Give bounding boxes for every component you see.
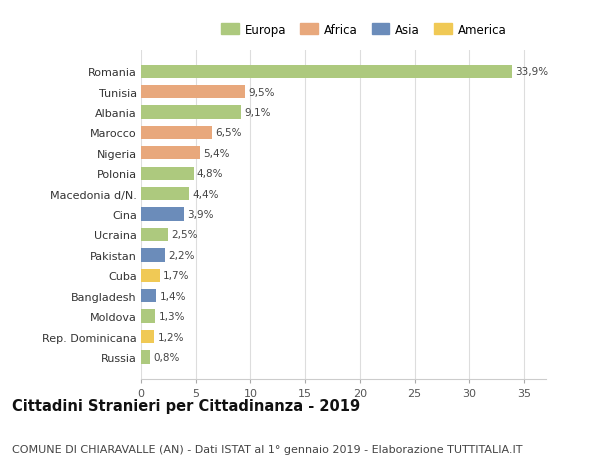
Text: 1,3%: 1,3% [158, 311, 185, 321]
Text: 2,5%: 2,5% [172, 230, 198, 240]
Bar [141, 147, 200, 160]
Bar [141, 188, 189, 201]
Text: 1,4%: 1,4% [160, 291, 186, 301]
Bar [141, 351, 150, 364]
Text: COMUNE DI CHIARAVALLE (AN) - Dati ISTAT al 1° gennaio 2019 - Elaborazione TUTTIT: COMUNE DI CHIARAVALLE (AN) - Dati ISTAT … [12, 444, 523, 454]
Bar [141, 167, 194, 180]
Text: 2,2%: 2,2% [169, 250, 195, 260]
Bar [141, 127, 212, 140]
Text: 6,5%: 6,5% [215, 128, 242, 138]
Bar [141, 65, 512, 78]
Text: 33,9%: 33,9% [515, 67, 548, 77]
Text: 5,4%: 5,4% [203, 149, 230, 158]
Text: 1,2%: 1,2% [157, 332, 184, 342]
Text: 4,8%: 4,8% [197, 169, 223, 179]
Text: 3,9%: 3,9% [187, 210, 214, 219]
Text: 4,4%: 4,4% [193, 189, 219, 199]
Bar [141, 106, 241, 119]
Text: 0,8%: 0,8% [153, 352, 179, 362]
Bar [141, 228, 169, 241]
Bar [141, 330, 154, 343]
Bar [141, 269, 160, 282]
Bar [141, 86, 245, 99]
Text: 9,5%: 9,5% [248, 87, 275, 97]
Bar [141, 249, 165, 262]
Bar [141, 310, 155, 323]
Text: 1,7%: 1,7% [163, 271, 190, 280]
Text: 9,1%: 9,1% [244, 108, 271, 118]
Bar [141, 208, 184, 221]
Bar [141, 290, 157, 302]
Text: Cittadini Stranieri per Cittadinanza - 2019: Cittadini Stranieri per Cittadinanza - 2… [12, 398, 360, 413]
Legend: Europa, Africa, Asia, America: Europa, Africa, Asia, America [216, 19, 511, 41]
